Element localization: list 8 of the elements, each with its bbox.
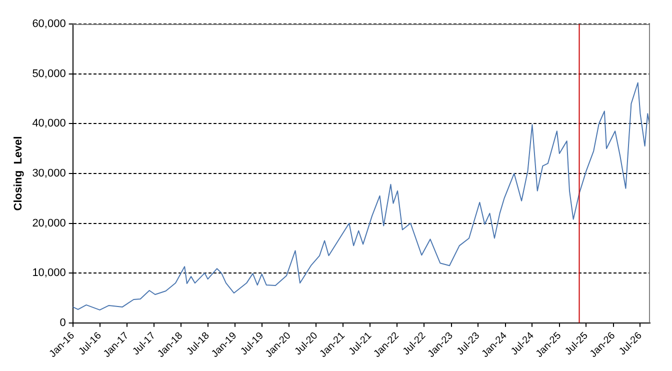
y-tick-label: 0: [60, 316, 66, 329]
y-tick-label: 50,000: [32, 68, 66, 80]
y-tick-label: 40,000: [32, 118, 66, 130]
y-tick-label: 10,000: [32, 267, 66, 280]
y-tick-label: 30,000: [32, 167, 66, 180]
y-tick-label: 20,000: [32, 217, 66, 230]
y-tick-label: 60,000: [32, 18, 66, 30]
y-axis-title: Closing Level: [12, 136, 25, 211]
